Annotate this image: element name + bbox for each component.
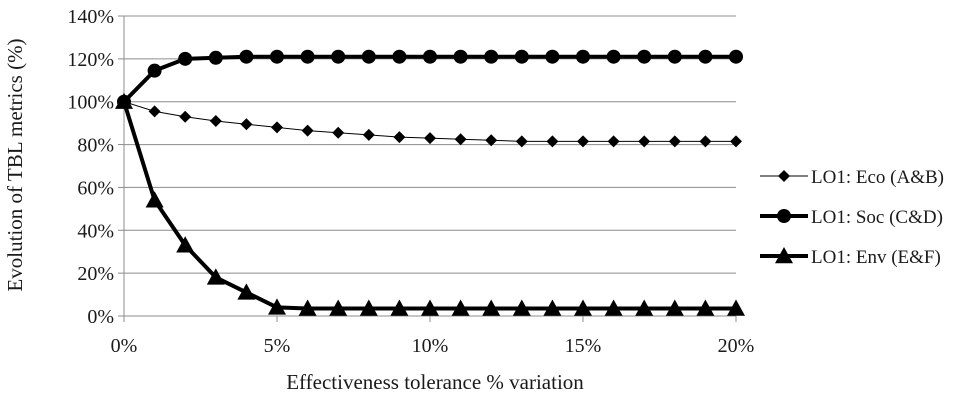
data-point <box>237 283 256 300</box>
data-point <box>638 135 651 148</box>
y-axis-label: Evolution of TBL metrics (%) <box>3 38 27 291</box>
data-point <box>730 135 742 148</box>
data-point <box>546 135 559 148</box>
data-point <box>176 236 195 253</box>
data-point <box>331 49 346 64</box>
data-point <box>574 299 592 316</box>
legend: LO1: Eco (A&B) LO1: Soc (C&D) LO1: Env (E&… <box>760 167 944 268</box>
x-tick-label: 15% <box>565 335 602 357</box>
data-point <box>637 49 652 64</box>
y-tick-label: 120% <box>67 49 114 71</box>
data-point <box>147 63 162 78</box>
data-point <box>361 49 376 64</box>
data-point <box>698 49 713 64</box>
y-tick-label: 20% <box>77 263 114 285</box>
y-tick-label: 140% <box>67 6 114 28</box>
data-point <box>359 299 378 316</box>
data-point <box>577 135 589 148</box>
data-point <box>607 135 620 148</box>
series-circle <box>117 49 743 109</box>
data-point <box>148 105 161 118</box>
data-point <box>179 110 192 123</box>
data-point <box>665 299 684 316</box>
data-point <box>485 134 498 147</box>
series-group <box>115 49 745 316</box>
legend-label: LO1: Env (E&F) <box>811 247 941 268</box>
data-point <box>239 49 254 64</box>
data-point <box>606 49 621 64</box>
data-point <box>332 126 345 139</box>
series-triangle <box>115 92 745 316</box>
data-point <box>424 132 436 145</box>
data-point <box>635 299 654 316</box>
y-tick-label: 100% <box>67 92 114 114</box>
data-point <box>208 50 223 65</box>
data-point <box>271 121 283 134</box>
data-point <box>268 298 286 315</box>
legend-marker <box>778 170 790 182</box>
data-point <box>270 49 284 64</box>
data-point <box>696 299 715 316</box>
data-point <box>451 299 470 316</box>
legend-entry: LO1: Env (E&F) <box>760 247 941 268</box>
data-point <box>727 299 745 316</box>
series-diamond <box>118 95 742 148</box>
data-point <box>329 299 348 316</box>
data-point <box>209 115 222 127</box>
legend-entry: LO1: Eco (A&B) <box>760 167 944 188</box>
data-point <box>729 49 743 64</box>
data-point <box>362 128 375 141</box>
data-point <box>543 299 562 316</box>
data-point <box>115 92 133 109</box>
data-point <box>667 49 682 64</box>
legend-label: LO1: Eco (A&B) <box>811 167 944 188</box>
x-tick-label: 20% <box>718 335 755 357</box>
data-point <box>515 135 528 148</box>
data-point <box>512 299 531 316</box>
y-tick-labels: 0% 20% 40% 60% 80% 100% 120% 140% <box>67 6 114 328</box>
y-tick-label: 60% <box>77 177 114 199</box>
data-point <box>300 49 315 64</box>
data-point <box>392 49 407 64</box>
data-point <box>298 299 317 316</box>
data-point <box>206 268 225 285</box>
data-point <box>178 51 193 66</box>
legend-marker <box>777 209 791 223</box>
legend-entry: LO1: Soc (C&D) <box>760 207 943 228</box>
x-tick-label: 0% <box>111 335 138 357</box>
data-point <box>390 299 409 316</box>
data-point <box>421 299 439 316</box>
data-point <box>484 49 499 64</box>
y-tick-label: 40% <box>77 220 114 242</box>
data-point <box>453 49 468 64</box>
data-point <box>514 49 529 64</box>
legend-marker <box>775 247 793 264</box>
data-point <box>393 131 406 144</box>
data-point <box>423 49 437 64</box>
data-point <box>145 191 164 208</box>
y-tick-label: 0% <box>87 306 114 328</box>
data-point <box>699 135 712 148</box>
y-tick-label: 80% <box>77 135 114 157</box>
x-axis-label: Effectiveness tolerance % variation <box>286 370 584 394</box>
x-tick-label: 5% <box>264 335 291 357</box>
data-point <box>301 124 314 137</box>
x-tick-labels: 0% 5% 10% 15% 20% <box>111 335 755 357</box>
x-tick-label: 10% <box>412 335 449 357</box>
data-point <box>240 118 253 131</box>
legend-label: LO1: Soc (C&D) <box>811 207 943 228</box>
data-point <box>576 49 590 64</box>
data-point <box>604 299 623 316</box>
data-point <box>545 49 560 64</box>
data-point <box>668 135 681 148</box>
data-point <box>482 299 501 316</box>
data-point <box>454 133 467 146</box>
